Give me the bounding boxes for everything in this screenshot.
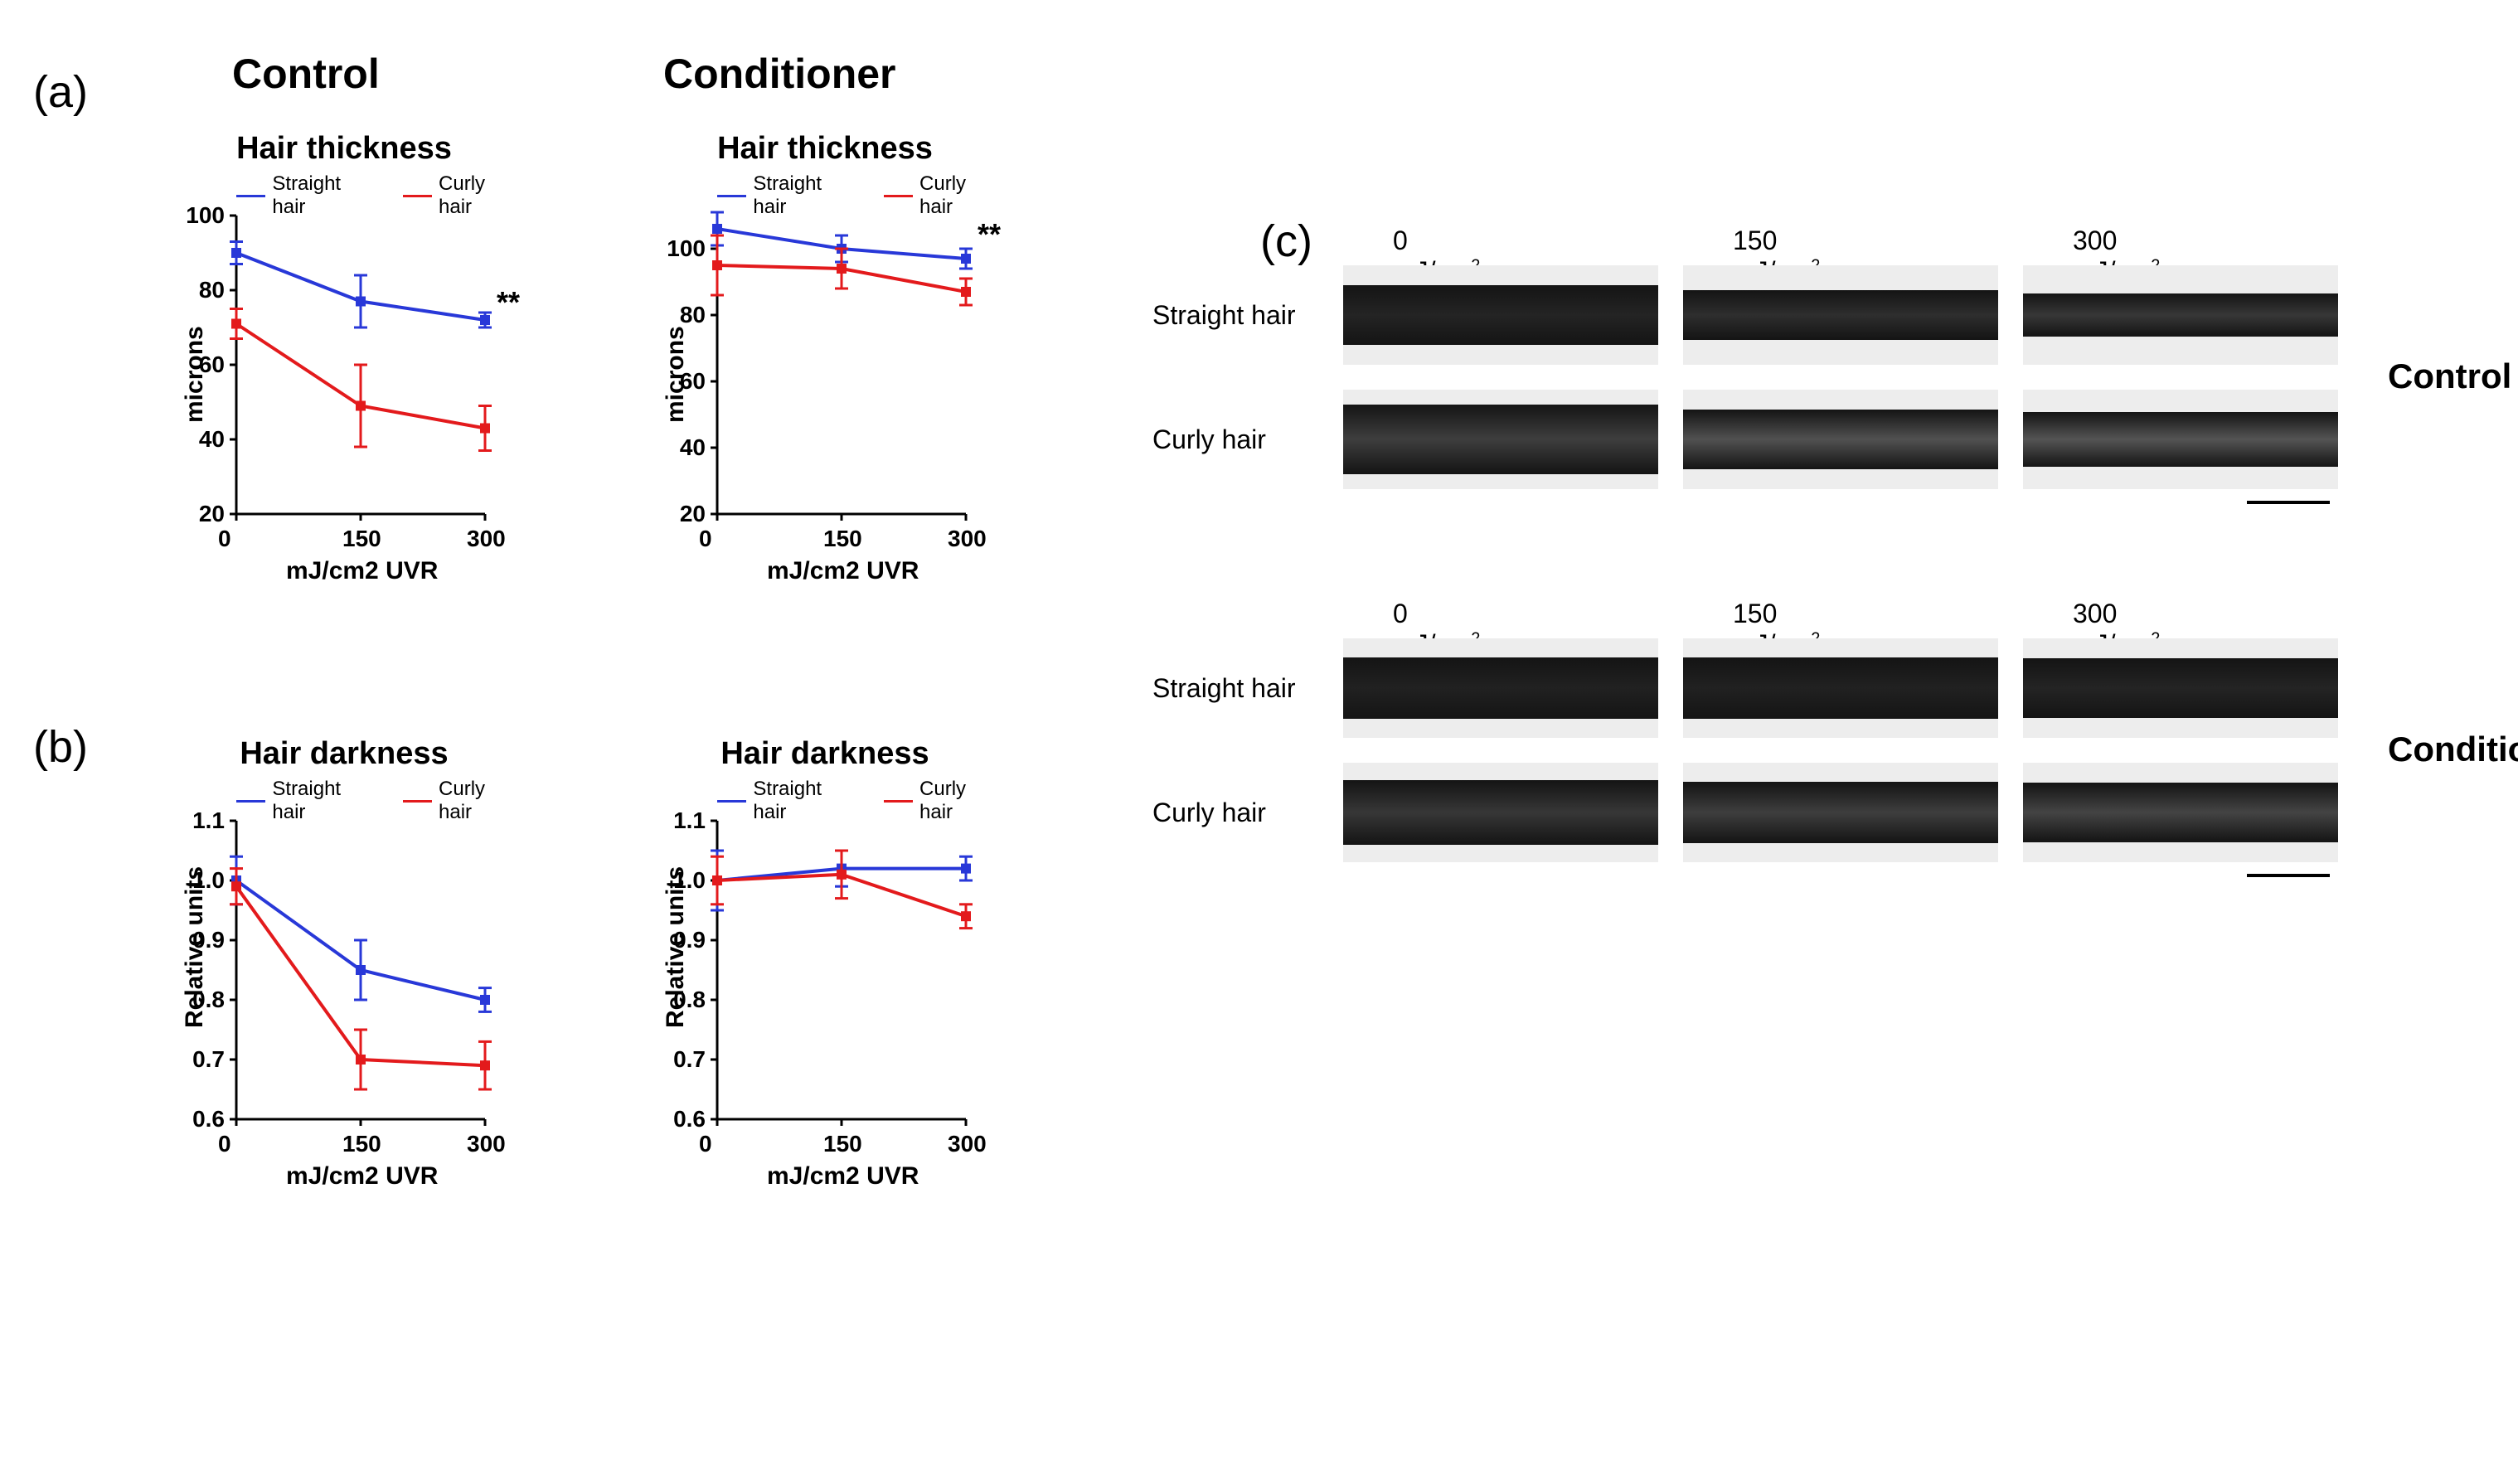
chart-darkness-conditioner: Hair darknessStraight hairCurly hair0.60… <box>647 730 1003 1194</box>
micrograph <box>1683 390 1998 489</box>
micrograph-group-label: Conditioner <box>2388 730 2518 769</box>
chart-thickness-conditioner: Hair thicknessStraight hairCurly hair204… <box>647 124 1003 589</box>
x-axis-label: mJ/cm2 UVR <box>286 557 438 585</box>
micrograph <box>1683 763 1998 862</box>
chart-svg <box>166 730 522 1194</box>
micrograph <box>2023 763 2338 862</box>
chart-svg <box>166 124 522 589</box>
chart-thickness-control: Hair thicknessStraight hairCurly hair204… <box>166 124 522 589</box>
col-header-control: Control <box>232 50 380 98</box>
chart-svg <box>647 124 1003 589</box>
micrograph <box>1343 763 1658 862</box>
chart-darkness-control: Hair darknessStraight hairCurly hair0.60… <box>166 730 522 1194</box>
significance-marker: ** <box>497 285 520 320</box>
col-header-conditioner: Conditioner <box>663 50 896 98</box>
chart-svg <box>647 730 1003 1194</box>
scale-bar <box>2247 501 2330 504</box>
panel-label-c: (c) <box>1260 216 1312 267</box>
x-axis-label: mJ/cm2 UVR <box>767 557 919 585</box>
y-axis-label: microns <box>181 326 209 423</box>
x-axis-label: mJ/cm2 UVR <box>767 1162 919 1191</box>
micrograph <box>1343 265 1658 365</box>
micrograph <box>2023 390 2338 489</box>
micrograph <box>1343 638 1658 738</box>
micrograph <box>1343 390 1658 489</box>
micrograph <box>1683 638 1998 738</box>
panel-label-b: (b) <box>33 721 88 773</box>
micrograph-row-label: Curly hair <box>1152 798 1266 828</box>
y-axis-label: Relative units <box>181 866 209 1028</box>
micrograph-row-label: Straight hair <box>1152 673 1296 704</box>
micrograph-row-label: Curly hair <box>1152 424 1266 455</box>
micrograph <box>2023 265 2338 365</box>
x-axis-label: mJ/cm2 UVR <box>286 1162 438 1191</box>
scale-bar <box>2247 874 2330 877</box>
micrograph <box>1683 265 1998 365</box>
y-axis-label: microns <box>662 326 690 423</box>
micrograph-row-label: Straight hair <box>1152 300 1296 331</box>
micrograph <box>2023 638 2338 738</box>
micrograph-group-label: Control <box>2388 356 2511 396</box>
significance-marker: ** <box>978 217 1001 252</box>
panel-label-a: (a) <box>33 66 88 118</box>
y-axis-label: Relative units <box>662 866 690 1028</box>
